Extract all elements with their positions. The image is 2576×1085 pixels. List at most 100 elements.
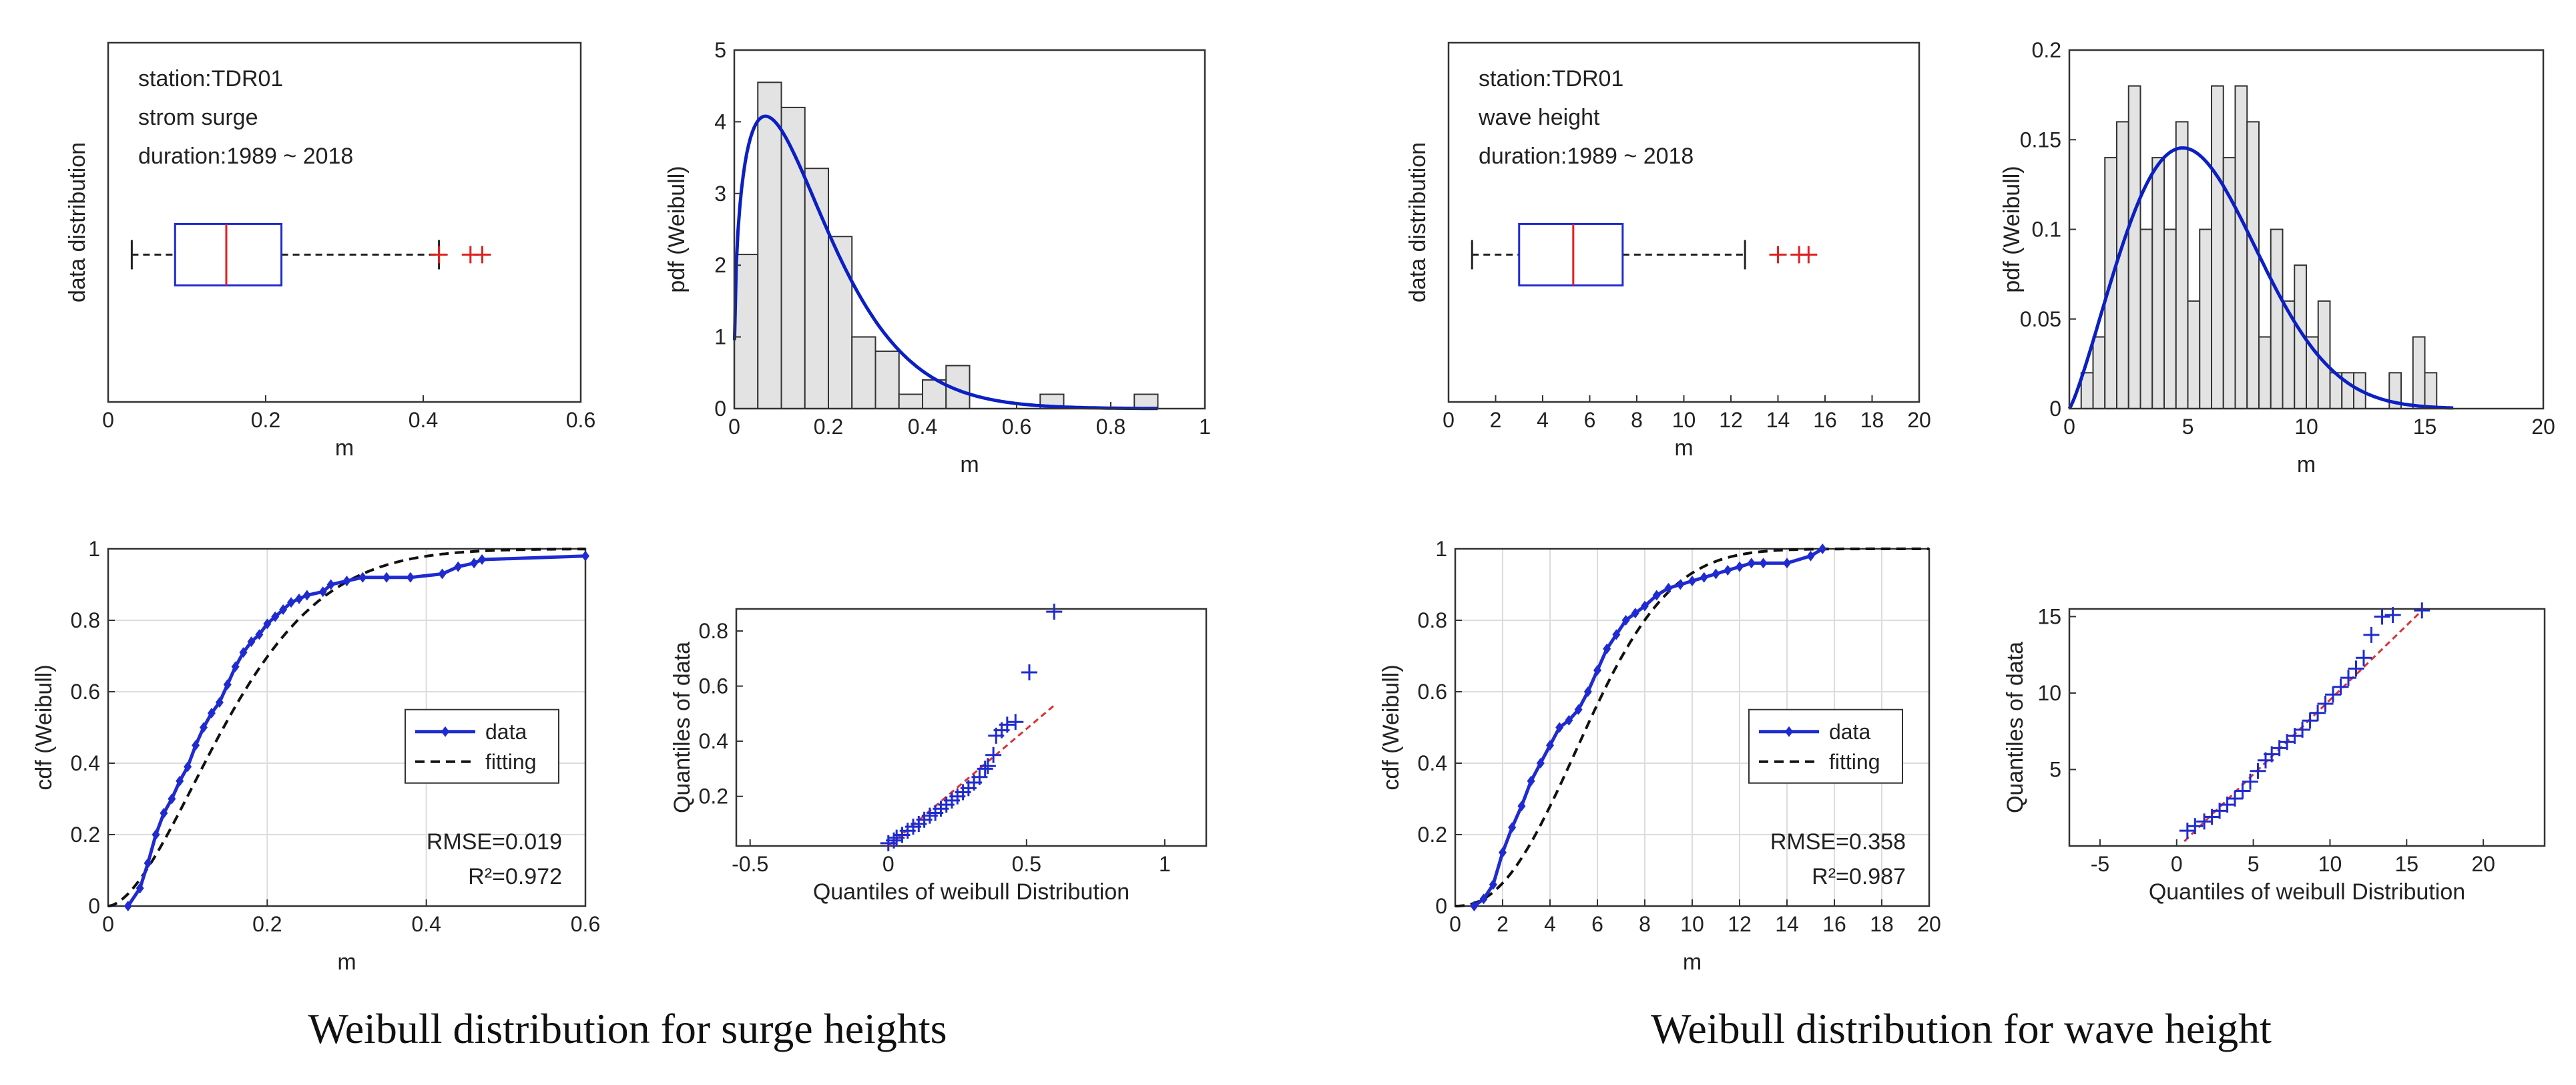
- qq-point: [886, 832, 903, 849]
- x-tick-label: 0: [2171, 852, 2183, 876]
- y-tick-label: 1: [714, 325, 726, 349]
- x-tick-label: 6: [1591, 912, 1603, 936]
- x-tick-label: 20: [1907, 408, 1931, 432]
- legend-box: [1748, 708, 1903, 784]
- x-tick-label: 0: [728, 415, 740, 439]
- y-tick-label: 0: [714, 397, 726, 421]
- x-tick-label: 0.6: [571, 912, 600, 936]
- data-point: [326, 579, 335, 590]
- histogram-bar: [2270, 228, 2284, 409]
- iqr-box: [1518, 222, 1624, 286]
- data-point: [1688, 576, 1696, 587]
- data-point: [1555, 722, 1564, 733]
- data-point: [1489, 879, 1497, 890]
- chart-surge-qq: -0.5 0 0.5 1 0.2 0.4 0.6 0.8 Quantiles of weibul…: [670, 604, 1208, 905]
- y-axis-label: data distribution: [1405, 142, 1431, 302]
- histogram-bar: [2246, 121, 2260, 409]
- caption-surge: Weibull distribution for surge heights: [308, 1005, 947, 1052]
- x-tick-label: 15: [2394, 852, 2418, 876]
- data-point: [247, 636, 256, 648]
- weibull-pdf-curve: [732, 114, 1158, 411]
- data-point: [1724, 565, 1732, 576]
- x-tick-label: 0.4: [411, 912, 441, 936]
- legend-label-data: data: [1829, 720, 1870, 744]
- chart-wave-qq: -5 0 5 10 15 20 5 10 15 Quantiles of weibull Dist…: [2003, 602, 2546, 905]
- histogram-bar: [734, 254, 759, 409]
- axes-frame: [2068, 608, 2546, 847]
- qq-point: [2294, 721, 2311, 738]
- data-point: [144, 857, 152, 869]
- chart-wave-cdf: 0 2 4 6 8 10 12 14 16 18 20 0 0.2 0.4 0.6 0.8 1 m cdf (Wei…: [1378, 537, 1941, 975]
- y-tick-label: 1: [1435, 537, 1447, 561]
- x-tick-label: 18: [1860, 408, 1884, 432]
- qq-point: [2332, 678, 2349, 695]
- qq-point: [2317, 696, 2334, 712]
- y-tick-label: 0.2: [2032, 38, 2061, 62]
- data-point: [342, 576, 351, 587]
- chart-surge-box: 0 0.2 0.4 0.6 m data distribution station:TDR0…: [65, 41, 595, 461]
- data-point: [1664, 582, 1673, 594]
- chart-wave-pdf: 0 5 10 15 20 0 0.05 0.1 0.15 0.2 m pdf (Weibull): [1999, 38, 2555, 477]
- x-tick-label: 5: [2182, 415, 2194, 439]
- qq-point: [2302, 712, 2318, 729]
- data-point: [192, 740, 200, 751]
- y-tick-label: 3: [714, 182, 726, 206]
- y-tick-label: 0.8: [71, 608, 100, 632]
- annotation-line: duration:1989 ~ 2018: [1479, 144, 1694, 169]
- x-tick-label: 16: [1822, 912, 1846, 936]
- qq-point: [999, 716, 1015, 733]
- x-tick-label: 0.4: [409, 408, 438, 432]
- y-tick-label: 0.6: [71, 680, 100, 704]
- y-tick-label: 5: [714, 38, 726, 62]
- data-point: [279, 604, 288, 615]
- data-point: [271, 611, 280, 622]
- data-point: [302, 590, 311, 601]
- y-tick-label: 0.6: [699, 674, 728, 698]
- axes-frame: [107, 41, 582, 403]
- data-point: [470, 558, 479, 569]
- chart-wave-box: 0 2 4 6 8 10 12 14 16 18 20 m data distribution stati…: [1405, 41, 1931, 461]
- outlier-marker: [473, 246, 491, 264]
- histogram-bar: [898, 393, 923, 410]
- rmse-label: RMSE=0.019: [427, 829, 562, 855]
- histogram-bar: [2234, 85, 2248, 409]
- histogram-bar: [2412, 336, 2426, 410]
- data-point: [1508, 822, 1517, 833]
- x-tick-label: 0.8: [1096, 415, 1125, 439]
- y-axis-label: Quantiles of data: [2003, 642, 2028, 813]
- qq-point: [2363, 626, 2380, 643]
- data-point: [454, 561, 463, 572]
- x-tick-label: 10: [2318, 852, 2342, 876]
- y-tick-label: 0.4: [1418, 751, 1447, 775]
- histogram-bar: [2317, 300, 2331, 409]
- data-point: [1700, 572, 1708, 583]
- annotation-line: station:TDR01: [138, 66, 283, 91]
- x-axis-label: Quantiles of weibull Distribution: [813, 879, 1129, 905]
- x-tick-label: 0.2: [814, 415, 843, 439]
- data-point: [1583, 686, 1592, 697]
- histogram-bar: [2139, 228, 2153, 409]
- histogram-bar: [828, 236, 853, 409]
- x-tick-label: 6: [1584, 408, 1596, 432]
- data-point: [239, 647, 248, 658]
- x-tick-label: 20: [2531, 415, 2555, 439]
- data-point: [318, 586, 327, 598]
- legend-data-marker: [1785, 726, 1793, 737]
- data-point: [1806, 550, 1815, 562]
- data-point: [1759, 558, 1768, 569]
- data-point: [1712, 568, 1720, 580]
- x-axis-label: m: [1674, 435, 1693, 461]
- axes-frame: [1447, 41, 1920, 403]
- y-tick-label: 0.1: [2032, 218, 2061, 242]
- qq-point: [2242, 773, 2259, 790]
- outlier-marker: [1769, 246, 1787, 264]
- qq-point: [1046, 604, 1063, 620]
- qq-point: [2340, 670, 2357, 686]
- data-point: [1593, 664, 1601, 676]
- qq-point: [2187, 818, 2204, 835]
- x-tick-label: 0: [882, 852, 894, 876]
- data-point: [184, 761, 192, 773]
- data-point: [295, 593, 303, 604]
- x-tick-label: 0: [1449, 912, 1461, 936]
